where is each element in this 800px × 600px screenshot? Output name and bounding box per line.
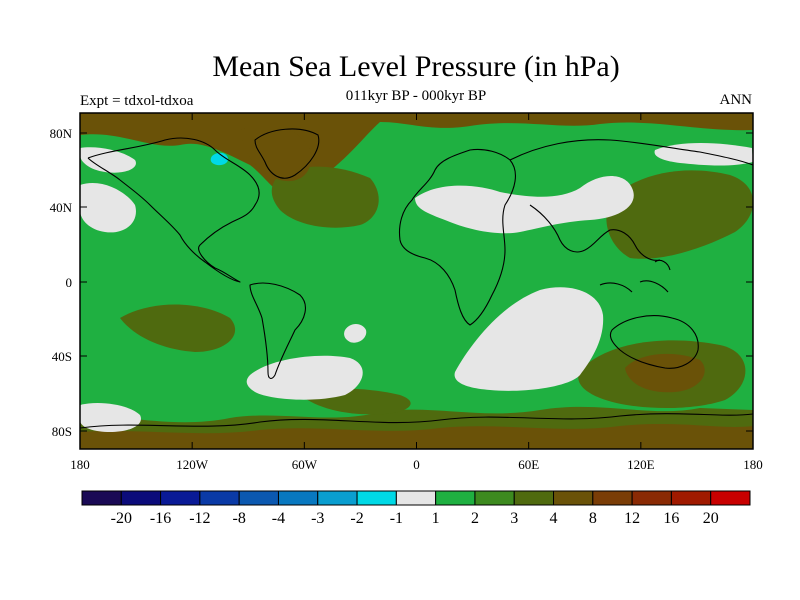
lat-label: 80N	[50, 126, 73, 141]
lat-label: 40S	[52, 349, 72, 364]
colorbar-swatch	[435, 490, 476, 506]
colorbar-label: 4	[550, 510, 558, 527]
lat-label: 0	[66, 275, 73, 290]
hudson-bay-negative	[210, 152, 229, 166]
coastlines	[80, 128, 753, 429]
lon-label: 180	[70, 457, 90, 472]
asia-coast	[509, 139, 753, 261]
map-subtitle: 011kyr BP - 000kyr BP	[345, 88, 487, 104]
colorbar-label: 12	[624, 510, 640, 527]
colorbar-label: 1	[432, 510, 440, 527]
colorbar-swatch	[317, 490, 358, 506]
colorbar-swatch	[553, 490, 594, 506]
colorbar-label: 16	[663, 510, 679, 527]
colorbar-label: -2	[350, 510, 363, 527]
indonesia-coast	[599, 259, 671, 293]
colorbar-swatch	[670, 490, 712, 506]
antarctic-brown-band	[80, 424, 753, 449]
lon-label: 120W	[176, 457, 209, 472]
map-field	[80, 113, 753, 449]
colorbar-swatch	[356, 490, 397, 506]
colorbar-label: 2	[471, 510, 479, 527]
colorbar-swatch	[631, 490, 672, 506]
colorbar-label: -3	[311, 510, 324, 527]
lon-label: 60E	[518, 457, 539, 472]
north-pacific-anomaly	[606, 170, 753, 259]
australia-coast	[609, 315, 699, 369]
pacific-northeast-region	[80, 182, 136, 233]
canada-arctic-region	[80, 147, 136, 173]
colorbar-swatch	[277, 490, 319, 506]
colorbar-label: 3	[510, 510, 518, 527]
map-title: Mean Sea Level Pressure (in hPa)	[212, 50, 620, 83]
colorbar-swatch	[199, 490, 240, 506]
south-pacific-anomaly	[120, 304, 236, 352]
pacific-small-region	[344, 324, 367, 343]
colorbar-label: -4	[272, 510, 285, 527]
sahara-asia-region	[415, 176, 634, 234]
lon-label: 0	[413, 457, 420, 472]
south-america-tip-region	[246, 355, 363, 400]
colorbar-label: -20	[111, 510, 132, 527]
antarctica-coast	[80, 413, 753, 429]
longitude-axis: 180 120W 60W 0 60E 120E 180	[70, 113, 763, 472]
lat-label: 80S	[52, 424, 72, 439]
colorbar-swatch	[710, 490, 751, 506]
colorbar-label: -12	[189, 510, 210, 527]
latitude-axis: 80N 40N 0 40S 80S	[50, 126, 753, 439]
colorbar-swatch	[238, 490, 279, 506]
colorbar-label: -1	[390, 510, 403, 527]
lat-label: 40N	[50, 200, 73, 215]
colorbar-swatch	[592, 490, 633, 506]
colorbar-swatch	[160, 490, 201, 506]
colorbar-label: -8	[233, 510, 246, 527]
south-atlantic-indian-region	[454, 287, 604, 391]
south-america-coast	[249, 282, 306, 379]
greenland-high-anomaly	[240, 124, 311, 182]
lon-label: 60W	[292, 457, 318, 472]
colorbar: -20 -16 -12 -8 -4 -3 -2 -1 1 2 3 4 8 12 16 20	[81, 490, 751, 527]
season-label: ANN	[719, 92, 753, 108]
colorbar-label: -16	[150, 510, 171, 527]
greenland-coast	[254, 128, 320, 179]
europe-africa-coast	[398, 148, 516, 326]
lon-label: 120E	[627, 457, 655, 472]
colorbar-swatch	[81, 490, 122, 506]
north-atlantic-anomaly	[271, 166, 379, 228]
colorbar-swatch	[513, 490, 555, 506]
colorbar-swatch	[120, 490, 162, 506]
colorbar-label: 8	[589, 510, 597, 527]
experiment-label: Expt = tdxol-tdxoa	[80, 93, 194, 109]
lon-label: 180	[743, 457, 763, 472]
colorbar-label: 20	[703, 510, 719, 527]
colorbar-swatch	[474, 490, 515, 506]
colorbar-swatch	[395, 490, 437, 506]
north-america-coast	[87, 137, 260, 283]
